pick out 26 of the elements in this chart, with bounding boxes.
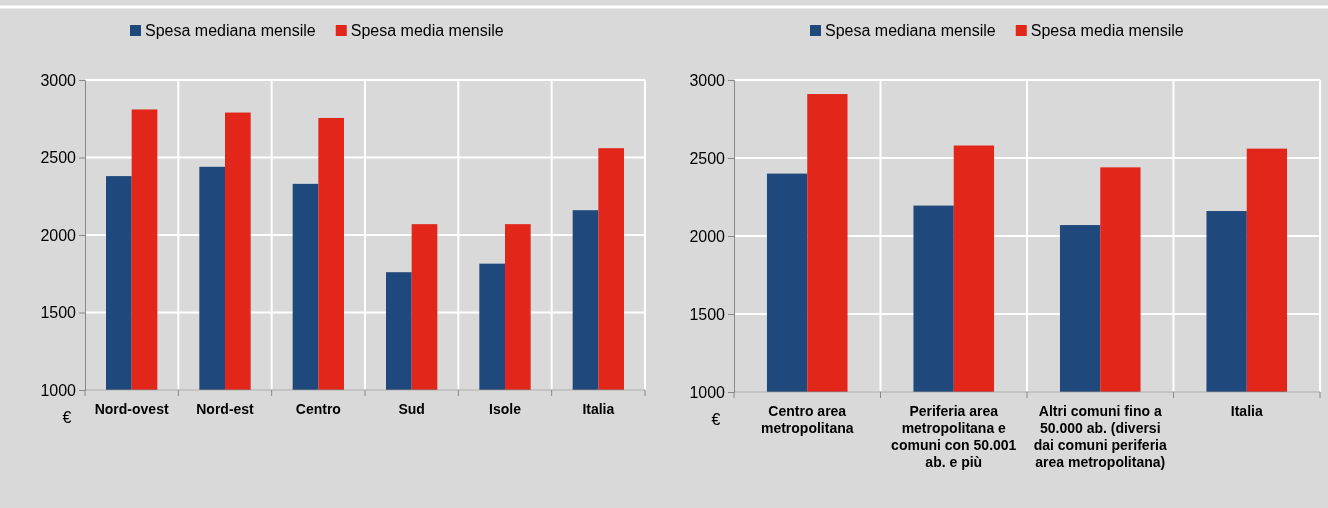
x-tick-label: Sud — [398, 401, 425, 417]
x-tick-label: Periferia area metropolitana e comuni con 50.001 ab. e più — [891, 403, 1017, 470]
legend-label: Spesa media mensile — [350, 22, 504, 39]
y-tick-label: 2000 — [689, 227, 726, 245]
x-tick-label: Isole — [489, 401, 522, 417]
x-tick-label: Italia — [1230, 403, 1263, 419]
y-tick-label: 1000 — [40, 381, 77, 399]
y-tick-label: 1000 — [689, 383, 726, 401]
legend-label: Spesa mediana mensile — [825, 22, 996, 39]
x-tick-label: Centro — [295, 401, 341, 417]
x-tick-label: Italia — [582, 401, 615, 417]
x-tick-label: Altri comuni fino a 50.000 ab. (diversi dai comuni periferia area metropolitana) — [1033, 403, 1167, 470]
y-tick-label: 3000 — [689, 71, 726, 89]
y-tick-label: 2000 — [40, 226, 77, 244]
y-tick-label: 1500 — [689, 305, 726, 323]
y-tick-label: 2500 — [40, 149, 77, 167]
y-tick-label: 1500 — [40, 304, 77, 322]
y-axis-title: € — [62, 409, 72, 426]
y-tick-label: 2500 — [689, 149, 726, 167]
x-tick-label: Centro area metropolitana — [760, 403, 854, 436]
legend-label: Spesa media mensile — [1030, 22, 1184, 39]
y-axis-title: € — [711, 411, 721, 428]
y-tick-label: 3000 — [40, 71, 77, 89]
x-tick-label: Nord-ovest — [94, 401, 169, 417]
legend-label: Spesa mediana mensile — [145, 22, 316, 39]
x-tick-label: Nord-est — [196, 401, 255, 417]
